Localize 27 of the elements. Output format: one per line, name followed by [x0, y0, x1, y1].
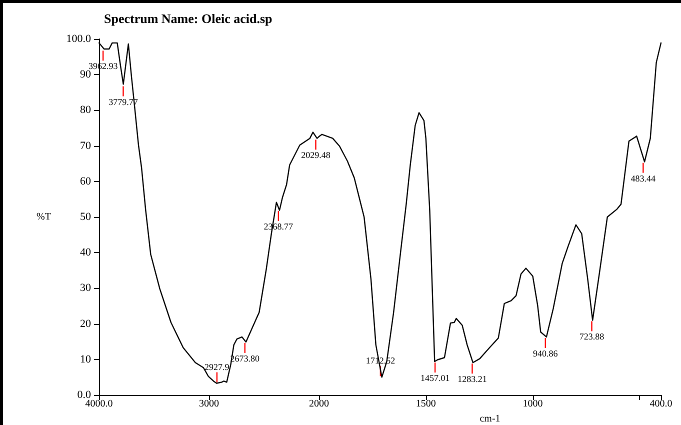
x-axis-title: cm-1 [480, 413, 500, 424]
annotation: 1457.01 [420, 373, 450, 384]
x-tick-label: 1500 [416, 398, 436, 410]
annotation: 2029.48 [301, 150, 331, 160]
y-tick-label: 0.0 [77, 389, 92, 401]
x-tick-label: 4000.0 [85, 398, 113, 410]
x-tick-label: 1000 [522, 398, 543, 410]
y-tick-label: 30 [80, 282, 92, 294]
x-tick-label: 400.0 [650, 398, 672, 410]
y-tick-label: 70 [80, 140, 92, 152]
y-tick-label: 90 [80, 68, 92, 81]
y-tick-label: 40 [80, 246, 92, 259]
chart-title: Spectrum Name: Oleic acid.sp [104, 11, 272, 26]
y-tick-label: 20 [80, 318, 92, 330]
y-tick-label: 10 [80, 353, 92, 366]
annotation: 940.86 [533, 348, 558, 358]
annotation: 483.44 [630, 173, 656, 184]
annotation: 1283.21 [458, 374, 487, 384]
y-tick-label: 100.0 [66, 33, 92, 45]
annotation: 2927.9 [204, 362, 230, 372]
y-tick-label: 50 [80, 211, 92, 223]
y-axis-title: %T [36, 212, 51, 222]
x-tick-label: 2000 [309, 398, 329, 410]
annotation: 723.88 [579, 332, 605, 342]
y-tick-label: 80 [80, 104, 92, 116]
y-tick-label: 60 [80, 175, 92, 188]
x-tick-label: 3000 [199, 398, 219, 410]
